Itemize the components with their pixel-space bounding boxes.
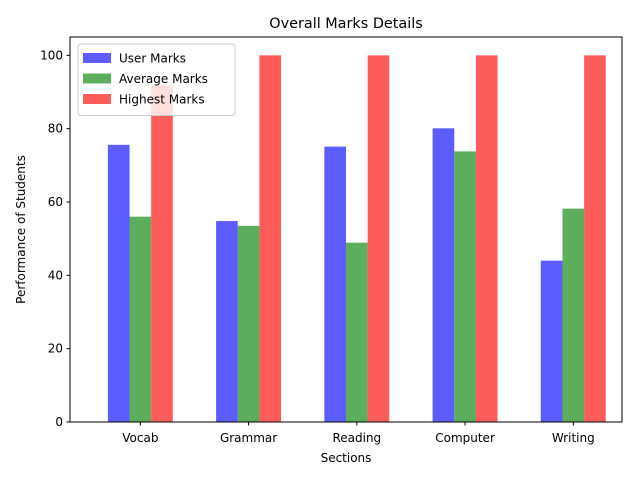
y-tick-label: 40	[48, 268, 63, 282]
x-tick-label: Vocab	[122, 431, 158, 445]
bar-user-marks-vocab	[107, 144, 130, 423]
chart-title: Overall Marks Details	[269, 16, 422, 32]
bar-highest-marks-writing	[584, 55, 606, 422]
legend-label: Average Marks	[119, 72, 208, 86]
bar-user-marks-grammar	[216, 221, 238, 422]
y-tick-label: 20	[48, 342, 63, 356]
bars-group	[107, 55, 606, 423]
legend-label: User Marks	[119, 52, 186, 66]
legend-box	[77, 43, 236, 116]
bar-highest-marks-grammar	[259, 55, 282, 422]
bar-user-marks-computer	[432, 128, 455, 423]
y-tick-label: 60	[48, 195, 63, 209]
y-tick-label: 80	[48, 122, 63, 136]
bar-average-marks-writing	[562, 208, 585, 422]
bar-average-marks-computer	[454, 151, 476, 422]
y-tick-label: 0	[55, 415, 63, 429]
x-tick-label: Grammar	[220, 431, 277, 445]
bar-user-marks-writing	[540, 260, 563, 422]
bar-highest-marks-vocab	[151, 85, 173, 423]
legend: User Marks Average Marks Highest Marks	[77, 43, 236, 116]
x-tick-label: Computer	[435, 431, 495, 445]
legend-label: Highest Marks	[119, 93, 205, 107]
bar-average-marks-reading	[346, 242, 368, 422]
plot-frame	[69, 36, 623, 423]
x-tick-label: Writing	[552, 431, 595, 445]
bar-highest-marks-reading	[367, 55, 390, 422]
bar-average-marks-vocab	[129, 216, 152, 422]
y-axis-label: Performance of Students	[14, 155, 28, 304]
bar-highest-marks-computer	[475, 55, 498, 422]
legend-swatch	[83, 73, 111, 84]
y-axis: 0 20 40 60 80 100	[40, 48, 70, 429]
x-tick-label: Reading	[332, 431, 381, 445]
legend-swatch	[83, 53, 111, 63]
x-axis-label: Sections	[321, 451, 372, 465]
legend-swatch	[83, 94, 111, 104]
bar-user-marks-reading	[324, 146, 346, 422]
y-tick-label: 100	[40, 48, 63, 62]
bar-average-marks-grammar	[237, 225, 260, 422]
x-axis: Vocab Grammar Reading Computer Writing	[122, 422, 595, 445]
